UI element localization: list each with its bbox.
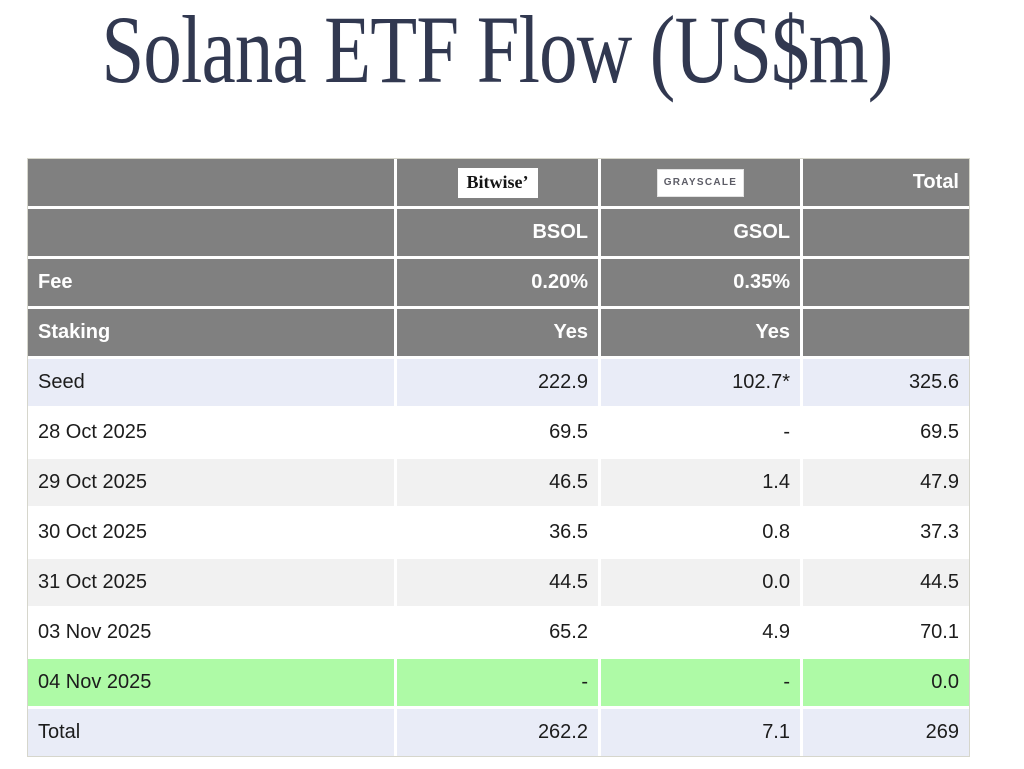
cell-label: 03 Nov 2025	[28, 609, 394, 656]
cell-gsol: 0.0	[601, 559, 800, 606]
page-title: Solana ETF Flow (US$m)	[101, 0, 894, 103]
cell-label: 04 Nov 2025	[28, 659, 394, 706]
etf-flow-table: Bitwise’ GRAYSCALE Total BSOL GSOL Fee 0.20…	[27, 158, 970, 757]
cell-label: 28 Oct 2025	[28, 409, 394, 456]
cell-label: Total	[28, 709, 394, 756]
cell-label: Fee	[28, 259, 394, 306]
cell-bsol: 262.2	[397, 709, 598, 756]
cell-gsol: Yes	[601, 309, 800, 356]
cell-total: 47.9	[803, 459, 969, 506]
cell-total-header: Total	[803, 159, 969, 206]
cell-label: Staking	[28, 309, 394, 356]
cell-total	[803, 309, 969, 356]
grayscale-logo: GRAYSCALE	[656, 168, 745, 197]
cell-gsol: 102.7*	[601, 359, 800, 406]
cell-gsol: 0.35%	[601, 259, 800, 306]
cell-gsol: GSOL	[601, 209, 800, 256]
cell-total: 70.1	[803, 609, 969, 656]
cell-bitwise-logo: Bitwise’	[397, 159, 598, 206]
cell-grayscale-logo: GRAYSCALE	[601, 159, 800, 206]
cell-gsol: 1.4	[601, 459, 800, 506]
cell-total	[803, 209, 969, 256]
cell-total: 44.5	[803, 559, 969, 606]
cell-empty	[28, 159, 394, 206]
cell-gsol: 4.9	[601, 609, 800, 656]
cell-total: 69.5	[803, 409, 969, 456]
cell-bsol: 69.5	[397, 409, 598, 456]
cell-bsol: 44.5	[397, 559, 598, 606]
cell-gsol: -	[601, 659, 800, 706]
cell-total: 269	[803, 709, 969, 756]
cell-label: 31 Oct 2025	[28, 559, 394, 606]
cell-label: 29 Oct 2025	[28, 459, 394, 506]
cell-bsol: Yes	[397, 309, 598, 356]
cell-bsol: 46.5	[397, 459, 598, 506]
cell-bsol: 65.2	[397, 609, 598, 656]
cell-total	[803, 259, 969, 306]
cell-bsol: 222.9	[397, 359, 598, 406]
cell-label	[28, 209, 394, 256]
cell-gsol: 7.1	[601, 709, 800, 756]
cell-gsol: 0.8	[601, 509, 800, 556]
bitwise-logo: Bitwise’	[457, 167, 538, 198]
cell-gsol: -	[601, 409, 800, 456]
cell-label: Seed	[28, 359, 394, 406]
cell-bsol: BSOL	[397, 209, 598, 256]
cell-label: 30 Oct 2025	[28, 509, 394, 556]
cell-total: 37.3	[803, 509, 969, 556]
cell-total: 325.6	[803, 359, 969, 406]
cell-bsol: 0.20%	[397, 259, 598, 306]
cell-bsol: 36.5	[397, 509, 598, 556]
cell-bsol: -	[397, 659, 598, 706]
cell-total: 0.0	[803, 659, 969, 706]
